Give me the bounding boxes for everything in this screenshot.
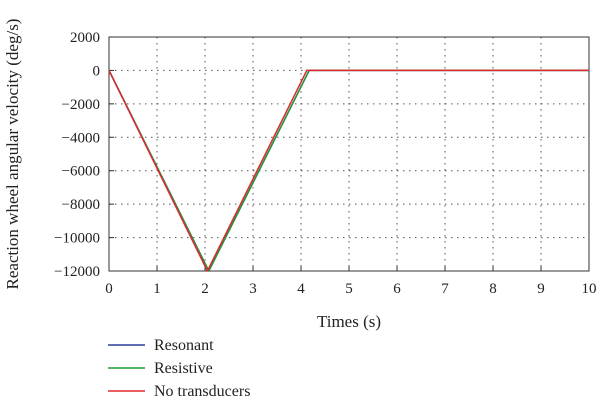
x-tick-label: 0 [105,281,113,297]
x-tick-label: 1 [153,281,161,297]
legend-label-resonant: Resonant [154,337,214,354]
y-tick-label: −4000 [62,130,100,146]
y-tick-labels: 2000 0 −2000 −4000 −6000 −8000 −10000 −12000 [54,30,100,280]
x-tick-label: 5 [345,281,353,297]
legend-label-resistive: Resistive [154,360,213,377]
x-tick-label: 9 [537,281,545,297]
y-axis-label: Reaction wheel angular velocity (deg/s) [3,19,22,290]
y-tick-label: −12000 [54,264,100,280]
series-line-no-transducers [108,69,589,272]
legend: Resonant Resistive No transducers [108,337,250,400]
y-tick-label: −10000 [54,231,100,247]
x-tick-label: 4 [297,281,305,297]
x-tick-label: 3 [249,281,257,297]
grid-lines [109,37,589,271]
y-tick-label: 2000 [70,30,100,46]
legend-label-no-transducers: No transducers [154,383,250,400]
y-tick-label: −6000 [62,164,100,180]
x-tick-label: 7 [441,281,449,297]
x-tick-label: 10 [582,281,597,297]
y-tick-label: −8000 [62,197,100,213]
x-tick-label: 6 [393,281,401,297]
series-lines [108,69,589,272]
x-axis-label: Times (s) [317,312,381,331]
y-tick-label: −2000 [62,97,100,113]
x-tick-labels: 0 1 2 3 4 5 6 7 8 9 10 [105,281,596,297]
y-tick-label: 0 [93,63,101,79]
x-tick-label: 2 [201,281,209,297]
x-tick-label: 8 [489,281,497,297]
plot-frame [108,36,590,272]
